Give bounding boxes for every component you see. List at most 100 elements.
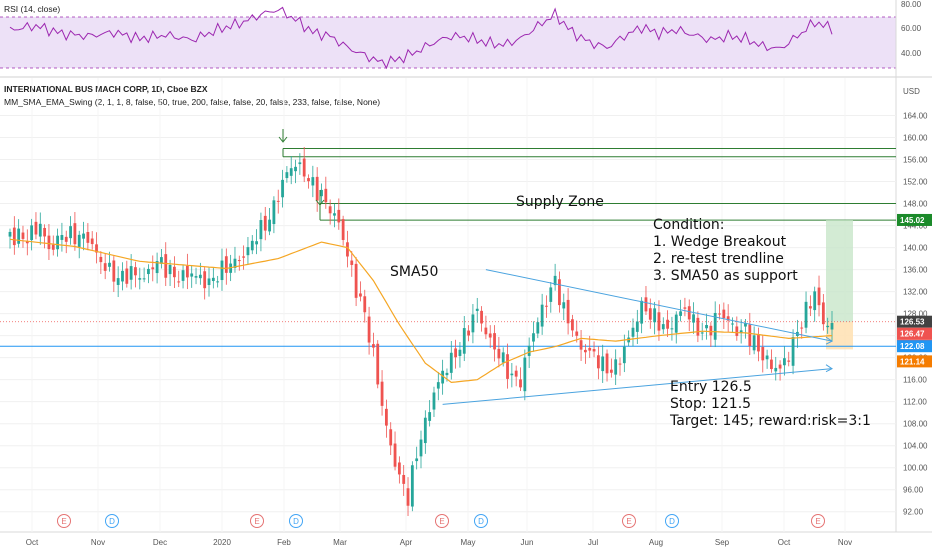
candle-body — [558, 279, 561, 306]
candle-body — [185, 265, 189, 278]
candle-body — [272, 200, 276, 225]
candle-body — [341, 219, 345, 240]
rsi-tick-60: 60.00 — [901, 24, 922, 33]
candle-body — [12, 227, 16, 246]
candle-body — [21, 232, 25, 239]
candle-body — [95, 244, 98, 253]
candle-body — [432, 392, 436, 410]
top-arrows — [278, 129, 325, 206]
candle-body — [592, 349, 596, 352]
candle-body — [739, 330, 743, 334]
x-tick-oct: Oct — [26, 538, 39, 547]
candle-body — [826, 325, 830, 328]
x-tick-jul: Jul — [588, 538, 598, 547]
candle-body — [519, 379, 522, 388]
price-grid — [0, 78, 896, 532]
candle-body — [462, 328, 466, 354]
candle-body — [259, 220, 263, 240]
earnings-marker-2 — [250, 514, 264, 528]
candle-body — [566, 299, 570, 324]
y-tick-148: 148.00 — [903, 200, 928, 209]
candle-body — [523, 357, 527, 392]
rsi-band — [0, 17, 896, 68]
earnings-marker-label-6: E — [626, 517, 631, 526]
candle-body — [155, 261, 159, 274]
wedge-upper-arrowhead — [825, 336, 833, 345]
candle-body — [596, 355, 600, 369]
candle-body — [276, 200, 280, 202]
candle-body — [640, 300, 644, 324]
stop-price-badge-text: 121.14 — [900, 357, 925, 366]
candle-body — [514, 370, 518, 377]
x-tick-nov: Nov — [91, 538, 105, 547]
candle-body — [549, 287, 553, 302]
earnings-marker-4 — [435, 514, 449, 528]
condition-2: 2. re-test trendline — [653, 251, 784, 267]
earnings-marker-6 — [622, 514, 636, 528]
condition-3: 3. SMA50 as support — [653, 268, 798, 284]
earnings-marker-8 — [811, 514, 825, 528]
candle-body — [47, 235, 51, 250]
candle-body — [307, 178, 310, 182]
candle-body — [618, 363, 622, 365]
candle-body — [436, 382, 440, 389]
candle-body — [735, 326, 739, 336]
candle-body — [731, 323, 734, 325]
candle-body — [237, 260, 241, 262]
candle-body — [423, 417, 427, 444]
candle-body — [410, 465, 414, 507]
candle-body — [350, 260, 354, 265]
target-price-badge-text: 145.02 — [900, 216, 925, 225]
candle-body — [51, 244, 55, 250]
candle-body — [64, 236, 68, 242]
candle-body — [294, 166, 297, 172]
candle-body — [579, 340, 583, 350]
candle-body — [402, 474, 406, 484]
candle-body — [190, 273, 194, 277]
candle-body — [501, 352, 505, 363]
reference-lines — [0, 321, 896, 347]
candle-body — [298, 162, 302, 165]
trade-box-layer — [826, 220, 853, 350]
candle-body — [644, 297, 648, 312]
dividend-marker-label-3: D — [293, 517, 299, 526]
line-price-badge-text: 122.08 — [900, 342, 925, 351]
candle-body — [116, 278, 120, 285]
candle-body — [255, 241, 258, 245]
candle-body — [488, 333, 492, 338]
y-tick-136: 136.00 — [903, 266, 928, 275]
candle-body — [575, 331, 579, 336]
prev-price-badge — [897, 327, 932, 340]
candle-body — [384, 408, 388, 426]
candle-body — [761, 347, 765, 361]
candle-body — [475, 308, 479, 311]
candle-body — [302, 158, 306, 177]
candle-body — [142, 278, 146, 280]
candle-body — [445, 372, 449, 376]
candle-body — [748, 324, 752, 347]
candle-body — [783, 358, 786, 366]
candle-body — [471, 314, 475, 333]
earnings-marker-0 — [57, 514, 71, 528]
wedge-lower-arrowhead — [825, 364, 833, 373]
candle-body — [315, 176, 319, 201]
candle-body — [129, 266, 133, 280]
candle-body — [722, 309, 726, 319]
indicator-label: MM_SMA_EMA_Swing (2, 1, 1, 8, false, 50,… — [4, 97, 380, 107]
candle-body — [692, 314, 695, 323]
candle-body — [584, 349, 587, 353]
candle-body — [778, 364, 782, 369]
candle-body — [562, 302, 566, 309]
y-tick-132: 132.00 — [903, 288, 928, 297]
y-tick-156: 156.00 — [903, 156, 928, 165]
condition-1: 1. Wedge Breakout — [653, 234, 787, 250]
last-price-badge-text: 126.53 — [900, 318, 925, 327]
candle-body — [324, 188, 328, 203]
candle-body — [268, 219, 271, 232]
top-arrow-1 — [278, 129, 288, 143]
y-tick-160: 160.00 — [903, 134, 928, 143]
candle-body — [830, 322, 834, 330]
candle-body — [121, 270, 124, 282]
